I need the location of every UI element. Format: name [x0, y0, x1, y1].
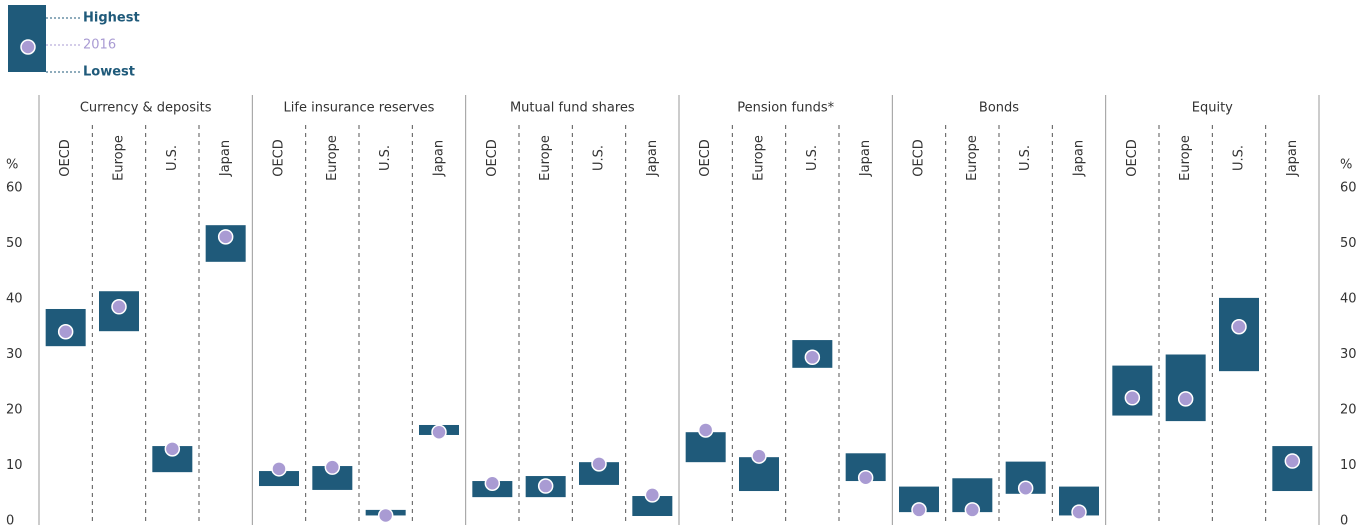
group-label: Equity: [1192, 101, 1233, 116]
y-tick-label: 40: [6, 292, 23, 307]
dot: [751, 448, 767, 464]
dot: [164, 441, 181, 457]
dot: [697, 422, 714, 438]
x-tick-label: Europe: [1178, 135, 1193, 181]
legend-dot: [20, 39, 36, 55]
dot: [377, 507, 394, 524]
dot: [857, 469, 874, 486]
x-tick-label: U.S.: [1018, 145, 1033, 171]
dot: [537, 478, 554, 494]
dot: [804, 349, 821, 366]
group-label: Mutual fund shares: [510, 101, 635, 116]
group-label: Bonds: [979, 101, 1019, 116]
y-tick-label: 0: [1340, 514, 1348, 525]
dot: [911, 502, 927, 518]
y-tick-label: 10: [1340, 458, 1357, 473]
y-tick-label: 40: [1340, 292, 1357, 307]
x-tick-label: OECD: [1125, 139, 1140, 177]
dot: [217, 229, 234, 245]
dot: [1231, 319, 1247, 335]
range-box: [1219, 297, 1259, 372]
range-box: [312, 466, 353, 490]
x-tick-label: Japan: [1285, 140, 1300, 177]
legend-label: 2016: [83, 38, 116, 53]
y-tick-label: 30: [6, 347, 23, 362]
x-tick-label: Japan: [645, 140, 660, 177]
dot: [1124, 390, 1141, 406]
dot: [1017, 480, 1034, 497]
x-tick-label: U.S.: [805, 145, 820, 171]
group-label: Life insurance reserves: [284, 101, 435, 116]
range-box: [1165, 354, 1206, 422]
dot: [1177, 391, 1194, 407]
legend-label: Highest: [83, 11, 140, 26]
y-tick-label: 50: [6, 236, 23, 251]
range-box: [259, 471, 299, 487]
x-tick-label: U.S.: [1232, 145, 1247, 171]
group-label: Pension funds*: [737, 101, 834, 116]
x-tick-label: U.S.: [592, 145, 607, 171]
x-tick-label: Europe: [752, 135, 767, 181]
x-tick-label: Japan: [432, 140, 447, 177]
y-tick-label: 50: [1340, 236, 1357, 251]
x-tick-label: Europe: [965, 135, 980, 181]
dot: [1071, 504, 1087, 520]
dot: [324, 459, 341, 475]
y-tick-label: 20: [6, 403, 23, 418]
x-tick-label: Japan: [1072, 140, 1087, 177]
y-tick-label: 30: [1340, 347, 1357, 362]
dot: [591, 456, 607, 472]
y-tick-label: 10: [6, 458, 23, 473]
dot: [111, 299, 127, 315]
range-box: [632, 496, 673, 517]
y-tick-label: 60: [6, 181, 23, 196]
x-tick-label: OECD: [272, 139, 287, 177]
dot: [484, 475, 501, 492]
dot: [1284, 453, 1301, 469]
x-tick-label: Europe: [112, 135, 127, 181]
x-tick-label: Japan: [858, 140, 873, 177]
y-unit: %: [6, 158, 18, 173]
legend-box: [8, 5, 46, 72]
legend-label: Lowest: [83, 65, 135, 80]
x-tick-label: Europe: [538, 135, 553, 181]
y-tick-label: 20: [1340, 403, 1357, 418]
dot: [431, 424, 447, 440]
y-tick-label: 60: [1340, 181, 1357, 196]
x-tick-label: OECD: [58, 139, 73, 177]
x-tick-label: OECD: [912, 139, 927, 177]
dot: [964, 502, 981, 518]
x-tick-label: Europe: [325, 135, 340, 181]
y-unit: %: [1340, 158, 1352, 173]
x-tick-label: U.S.: [378, 145, 393, 171]
x-tick-label: Japan: [218, 140, 233, 177]
x-tick-label: U.S.: [165, 145, 180, 171]
dot: [57, 323, 74, 340]
y-tick-label: 0: [6, 514, 14, 525]
range-box: [579, 462, 619, 485]
dot: [271, 461, 287, 477]
x-tick-label: OECD: [485, 139, 500, 177]
dot: [644, 487, 661, 503]
x-tick-label: OECD: [698, 139, 713, 177]
group-label: Currency & deposits: [80, 101, 212, 116]
